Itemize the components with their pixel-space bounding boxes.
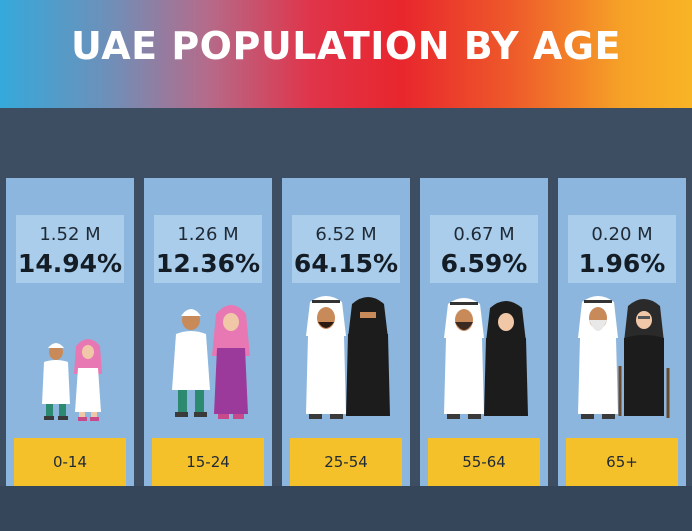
population-percent-label: 14.94% xyxy=(17,249,123,278)
population-count-label: 6.52 M xyxy=(315,224,377,245)
population-count-label: 1.26 M xyxy=(177,224,239,245)
age-range-label: 25-54 xyxy=(324,453,368,471)
age-group-card: 0.67 M 6.59% 55-64 xyxy=(420,178,548,486)
population-count-label: 0.20 M xyxy=(591,224,653,245)
age-range-label: 65+ xyxy=(606,453,638,471)
age-group-card: 0.20 M 1.96% 65+ xyxy=(558,178,686,486)
adults-icon xyxy=(282,296,410,426)
age-range-box: 0-14 xyxy=(14,438,126,486)
stat-box: 1.52 M 14.94% xyxy=(16,215,124,283)
population-percent-label: 64.15% xyxy=(293,249,399,278)
bottom-strip xyxy=(0,486,692,531)
middle-aged-icon xyxy=(420,296,548,426)
stat-box: 0.20 M 1.96% xyxy=(568,215,676,283)
title-banner: UAE POPULATION BY AGE xyxy=(0,0,692,108)
age-group-card: 6.52 M 64.15% 25-54 xyxy=(282,178,410,486)
age-group-card: 1.52 M 14.94% 0-14 xyxy=(6,178,134,486)
stat-box: 1.26 M 12.36% xyxy=(154,215,262,283)
age-range-box: 65+ xyxy=(566,438,678,486)
population-percent-label: 12.36% xyxy=(155,249,261,278)
population-count-label: 1.52 M xyxy=(39,224,101,245)
youth-icon xyxy=(144,296,272,426)
age-group-card: 1.26 M 12.36% 15-24 xyxy=(144,178,272,486)
population-percent-label: 6.59% xyxy=(440,249,528,278)
elderly-icon xyxy=(558,296,686,426)
age-range-label: 15-24 xyxy=(186,453,230,471)
age-range-label: 0-14 xyxy=(52,453,88,471)
age-range-box: 55-64 xyxy=(428,438,540,486)
chart-title: UAE POPULATION BY AGE xyxy=(71,24,621,68)
population-count-label: 0.67 M xyxy=(453,224,515,245)
stat-box: 0.67 M 6.59% xyxy=(430,215,538,283)
children-icon xyxy=(6,296,134,426)
age-range-box: 15-24 xyxy=(152,438,264,486)
age-range-label: 55-64 xyxy=(462,453,506,471)
age-range-box: 25-54 xyxy=(290,438,402,486)
population-percent-label: 1.96% xyxy=(578,249,666,278)
stat-box: 6.52 M 64.15% xyxy=(292,215,400,283)
